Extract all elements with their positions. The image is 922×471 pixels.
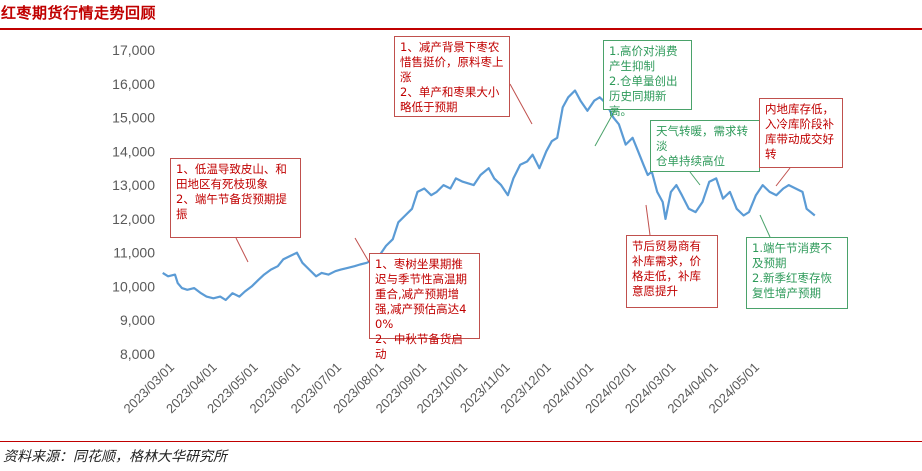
plot-area [162,83,816,302]
y-tick-label: 13,000 [112,177,155,193]
annotation-callout-2: 1、枣树坐果期推迟与季节性高温期重合,减产预期增强,减产预估高达40% 2、中秋节… [369,253,480,361]
annotation-callout-6: 节后贸易商有补库需求，价格走低，补库意愿提升 [626,235,718,308]
annotation-pointer-6 [645,204,651,236]
y-tick-label: 15,000 [112,110,155,126]
y-tick-label: 8,000 [120,346,155,362]
annotation-pointer-2 [354,237,370,263]
annotation-pointer-7 [775,167,791,187]
price-series-line [162,89,816,302]
x-axis: 2023/03/012023/04/012023/05/012023/06/01… [120,360,762,417]
y-axis: 8,000 9,000 10,000 11,000 12,000 13,000 14,000… [112,42,155,362]
y-tick-label: 14,000 [112,143,155,159]
annotation-text-4: 1.高价对消费产生抑制 2.仓单量创出历史同期新高。 [609,44,678,118]
source-note: 资料来源：同花顺，格林大华研究所 [3,449,227,465]
annotation-pointer-8 [759,214,771,238]
annotation-callout-3: 1、减产背景下枣农惜售挺价，原料枣上涨 2、单产和枣果大小略低于预期 [394,36,510,117]
y-tick-label: 16,000 [112,76,155,92]
annotation-text-3: 1、减产背景下枣农惜售挺价，原料枣上涨 2、单产和枣果大小略低于预期 [400,40,504,114]
annotation-pointer-3 [509,83,533,125]
annotation-text-7: 内地库存低，入冷库阶段补库带动成交好转 [765,102,834,161]
y-tick-label: 17,000 [112,42,155,58]
title-divider [0,28,922,30]
annotation-pointer-1 [235,237,249,263]
y-tick-label: 10,000 [112,278,155,294]
annotation-callout-8: 1.端午节消费不及预期 2.新季红枣存恢复性增产预期 [746,237,848,309]
annotation-pointer-4 [594,109,616,147]
annotation-text-5: 天气转暖，需求转淡 仓单持续高位 [656,124,748,168]
annotation-text-1: 1、低温导致皮山、和田地区有死枝现象 2、端午节备货预期提振 [176,162,287,221]
y-tick-label: 9,000 [120,312,155,328]
annotation-callout-1: 1、低温导致皮山、和田地区有死枝现象 2、端午节备货预期提振 [170,158,301,238]
annotation-pointer-5 [689,171,701,186]
annotation-callout-4: 1.高价对消费产生抑制 2.仓单量创出历史同期新高。 [603,40,692,118]
annotation-text-6: 节后贸易商有补库需求，价格走低，补库意愿提升 [632,239,701,298]
page-title: 红枣期货行情走势回顾 [1,4,157,22]
annotation-callout-5: 天气转暖，需求转淡 仓单持续高位 [650,120,760,172]
annotation-text-8: 1.端午节消费不及预期 2.新季红枣存恢复性增产预期 [752,241,832,300]
annotation-text-2: 1、枣树坐果期推迟与季节性高温期重合,减产预期增强,减产预估高达40% 2、中秋节… [375,257,467,361]
footer-divider [0,441,922,442]
annotation-callout-7: 内地库存低，入冷库阶段补库带动成交好转 [759,98,843,168]
y-tick-label: 11,000 [113,245,155,261]
y-tick-label: 12,000 [112,211,155,227]
